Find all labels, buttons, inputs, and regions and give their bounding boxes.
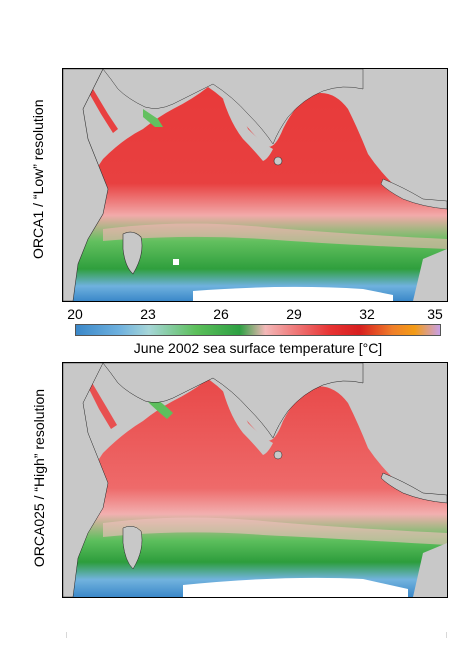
colorbar-tick-26: 26 (213, 306, 229, 322)
colorbar-tick-32: 32 (359, 306, 375, 322)
colorbar-ticks: 20 23 26 29 32 35 (67, 306, 443, 322)
map-panel-low-resolution (62, 68, 448, 302)
colorbar-title: June 2002 sea surface temperature [°C] (133, 340, 383, 356)
colorbar-gradient (75, 324, 441, 336)
map-panel-high-resolution (62, 362, 448, 598)
sst-map-low (63, 69, 447, 301)
colorbar-tick-23: 23 (140, 306, 156, 322)
colorbar-tick-35: 35 (427, 306, 443, 322)
footer-tick-mark-left (66, 632, 67, 638)
panel-label-low-resolution: ORCA1 / “Low” resolution (30, 99, 46, 259)
sst-map-high (63, 363, 447, 597)
colorbar-legend: 20 23 26 29 32 35 June 2002 sea surface … (67, 306, 443, 364)
panel-label-high-resolution: ORCA025 / “High” resolution (31, 388, 47, 568)
colorbar-tick-29: 29 (286, 306, 302, 322)
colorbar-tick-20: 20 (67, 306, 83, 322)
footer-tick-mark-right (446, 632, 447, 638)
